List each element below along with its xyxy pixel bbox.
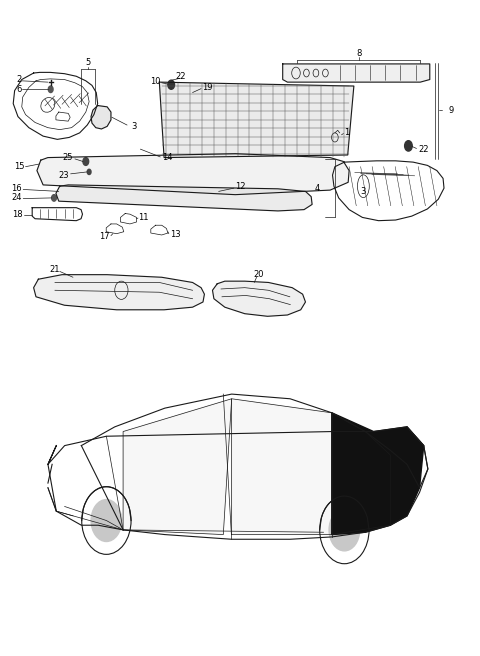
Text: 19: 19 — [202, 83, 213, 92]
Text: 22: 22 — [418, 144, 429, 154]
Text: 14: 14 — [162, 153, 172, 162]
Text: 9: 9 — [449, 106, 454, 115]
Polygon shape — [91, 106, 111, 129]
Polygon shape — [213, 281, 305, 316]
Text: 3: 3 — [131, 122, 136, 131]
Circle shape — [87, 169, 91, 174]
Circle shape — [168, 80, 175, 89]
Circle shape — [52, 195, 56, 201]
Polygon shape — [34, 275, 204, 310]
Text: 24: 24 — [11, 194, 22, 203]
Text: 17: 17 — [99, 232, 110, 241]
Circle shape — [405, 140, 412, 151]
Text: 16: 16 — [11, 184, 22, 193]
Circle shape — [91, 500, 122, 541]
Text: 3: 3 — [360, 187, 366, 196]
Polygon shape — [332, 413, 424, 535]
Circle shape — [83, 157, 89, 165]
Text: 6: 6 — [16, 85, 22, 94]
Text: 18: 18 — [12, 211, 23, 219]
Text: 10: 10 — [150, 77, 160, 86]
Polygon shape — [56, 185, 312, 211]
Circle shape — [48, 86, 53, 92]
Text: 23: 23 — [59, 171, 69, 180]
Polygon shape — [232, 399, 332, 535]
Polygon shape — [332, 413, 390, 535]
Text: 4: 4 — [314, 184, 320, 193]
Circle shape — [329, 509, 360, 551]
Polygon shape — [37, 154, 349, 195]
Text: 8: 8 — [356, 49, 361, 58]
Polygon shape — [123, 399, 232, 535]
Text: 2: 2 — [16, 75, 21, 84]
Polygon shape — [159, 82, 354, 157]
Text: 5: 5 — [85, 58, 91, 67]
Text: 21: 21 — [50, 265, 60, 274]
Text: 1: 1 — [344, 129, 349, 137]
Text: 11: 11 — [138, 213, 148, 222]
Polygon shape — [283, 64, 430, 82]
Text: 15: 15 — [13, 162, 24, 171]
Text: 20: 20 — [254, 270, 264, 279]
Text: 12: 12 — [235, 182, 246, 191]
Text: 25: 25 — [62, 153, 73, 162]
Text: 13: 13 — [170, 230, 180, 239]
Text: 22: 22 — [175, 72, 185, 81]
